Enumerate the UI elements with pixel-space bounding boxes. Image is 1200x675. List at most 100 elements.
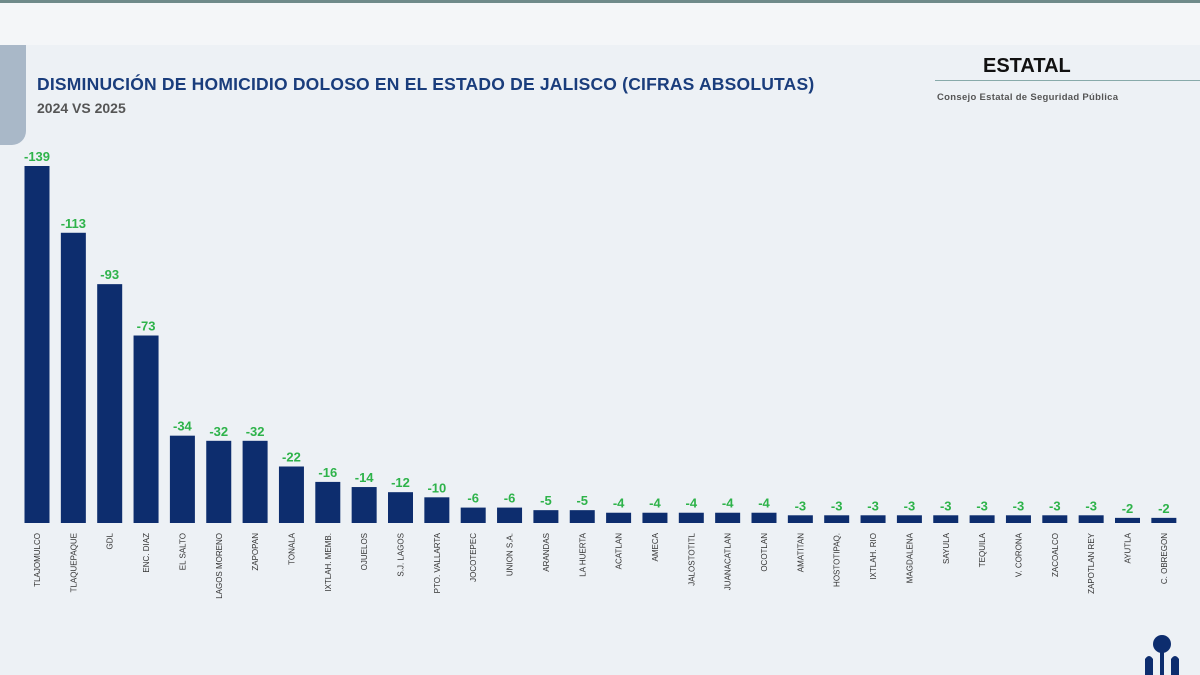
category-label: LAGOS MORENO [215,533,224,599]
category-label: PTO. VALLARTA [433,532,442,593]
category-label: OCOTLAN [760,533,769,572]
scope-badge: ESTATAL [983,55,1071,77]
data-label: -3 [940,498,952,513]
data-label: -3 [1049,498,1061,513]
data-label: -3 [976,498,988,513]
category-label: JALOSTOTITL [687,532,696,585]
data-label: -139 [24,149,50,164]
bar-23 [860,515,886,523]
bar-13 [497,507,523,523]
divider [935,80,1200,81]
chart-subtitle: 2024 VS 2025 [37,100,126,116]
category-label: JUANACATLAN [724,533,733,590]
category-label: S.J. LAGOS [397,533,406,577]
data-label: -12 [391,475,410,490]
bar-28 [1042,515,1068,523]
bar-31 [1151,517,1177,523]
logo-icon [1145,635,1179,675]
bar-5 [206,440,232,523]
top-strip [0,0,1200,3]
data-label: -6 [504,491,516,506]
category-label: OJUELOS [360,533,369,570]
data-label: -32 [246,424,265,439]
bar-18 [678,512,704,523]
data-label: -34 [173,419,193,434]
category-label: UNION S.A. [506,533,515,576]
bar-12 [460,507,486,523]
source-label: Consejo Estatal de Seguridad Pública [937,92,1119,103]
data-label: -2 [1122,501,1134,516]
bar-29 [1078,515,1104,523]
category-label: SAYULA [942,532,951,564]
data-label: -73 [137,319,156,334]
data-label: -22 [282,449,301,464]
category-label: C. OBREGON [1160,533,1169,584]
chart-title: DISMINUCIÓN DE HOMICIDIO DOLOSO EN EL ES… [37,74,815,94]
bar-8 [315,481,341,523]
bar-30 [1115,517,1140,523]
category-label: EL SALTO [178,533,187,570]
bar-27 [1005,515,1031,523]
data-label: -2 [1158,501,1170,516]
bar-26 [969,515,995,523]
bar-2 [97,284,123,523]
category-label: LA HUERTA [578,532,587,576]
data-label: -4 [758,496,770,511]
data-label: -4 [722,496,734,511]
bar-17 [642,512,668,523]
category-label: AYUTLA [1124,532,1133,563]
category-label: TLAQUEPAQUE [69,533,78,592]
bar-9 [351,487,377,523]
data-label: -32 [209,424,228,439]
data-label: -10 [427,480,446,495]
bar-7 [278,466,304,523]
data-label: -5 [540,493,552,508]
side-tab [0,45,26,145]
category-label: ARANDAS [542,533,551,572]
data-label: -5 [576,493,588,508]
category-label: ZACOALCO [1051,533,1060,577]
bar-14 [533,510,559,523]
bar-6 [242,440,268,523]
data-label: -93 [100,267,119,282]
bar-20 [751,512,777,523]
bar-15 [569,510,595,523]
bar-0 [24,166,50,523]
data-label: -16 [318,465,337,480]
bar-16 [606,512,632,523]
bar-1 [60,232,86,523]
data-label: -113 [61,216,86,231]
category-label: MAGDALENA [905,532,914,583]
bar-19 [715,512,741,523]
data-label: -4 [649,496,661,511]
category-label: ACATLAN [615,533,624,570]
data-label: -14 [355,470,375,485]
data-label: -3 [867,498,879,513]
category-label: AMECA [651,532,660,561]
bar-10 [388,492,413,523]
category-label: TEQUILA [978,532,987,567]
category-label: ENC. DIAZ [142,533,151,573]
category-label: IXTLAH. MEMB. [324,533,333,592]
data-label: -3 [1013,498,1025,513]
data-label: -4 [613,496,625,511]
category-label: GDL [106,532,115,549]
category-label: JOCOTEPEC [469,533,478,582]
bar-3 [133,335,159,523]
category-label: HOSTOTIPAQ. [833,533,842,587]
bar-4 [169,435,195,523]
bar-22 [824,515,850,523]
data-label: -3 [904,498,916,513]
bar-11 [424,497,450,523]
category-label: ZAPOPAN [251,533,260,571]
category-label: IXTLAH. RIO [869,533,878,580]
bar-25 [933,515,959,523]
data-label: -6 [467,491,479,506]
category-label: ZAPOTLAN REY [1087,532,1096,594]
data-label: -4 [686,496,698,511]
chart-card [0,45,1200,675]
data-label: -3 [795,498,807,513]
category-label: TONALA [287,532,296,565]
data-label: -3 [831,498,843,513]
